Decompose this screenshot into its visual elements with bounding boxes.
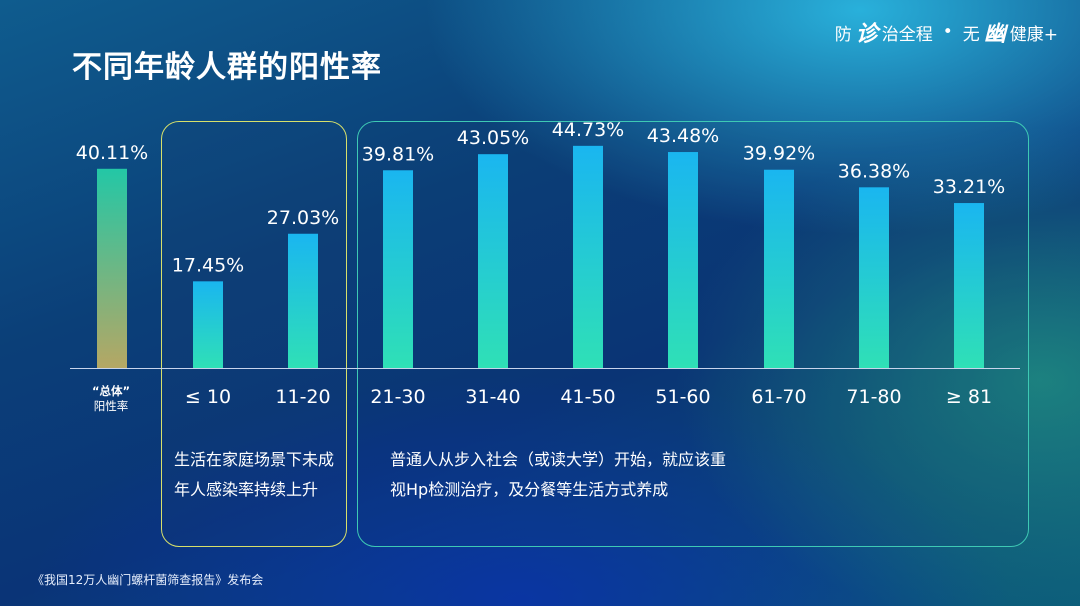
overall-label-line1: “总体” [91,384,131,398]
bar-9 [954,203,984,368]
data-label-3: 39.81% [362,143,434,165]
category-label-6: 51-60 [655,386,710,408]
category-label-4: 31-40 [465,386,520,408]
bar-7 [764,169,794,368]
data-label-5: 44.73% [552,119,624,141]
category-label-7: 61-70 [751,386,806,408]
page-title: 不同年龄人群的阳性率 [72,50,382,85]
brand-text-2: 治全程 [881,24,933,45]
data-label-8: 36.38% [838,160,910,182]
note-under-20: 生活在家庭场景下未成年人感染率持续上升 [174,450,335,499]
bar-4 [478,154,508,368]
data-label-1: 17.45% [172,254,244,276]
overall-label-line2: 阳性率 [93,399,129,413]
data-label-7: 39.92% [743,143,815,165]
overall-rate-axis-label: “总体” 阳性率 [76,384,146,414]
category-label-3: 21-30 [370,386,425,408]
brand-text-1: 防 [834,24,852,45]
bar-1 [193,281,223,368]
source-footnote: 《我国12万人幽门螺杆菌筛查报告》发布会 [32,573,264,587]
category-label-2: 11-20 [275,386,330,408]
data-label-9: 33.21% [933,176,1005,198]
data-label-0: 40.11% [76,142,148,164]
data-label-2: 27.03% [267,207,339,229]
category-label-5: 41-50 [560,386,615,408]
bar-3 [383,170,413,368]
brand-slogan: 防 诊 治全程 • 无 幽 健康+ [835,16,1058,48]
category-label-8: 71-80 [846,386,901,408]
data-label-4: 43.05% [457,127,529,149]
data-label-6: 43.48% [647,125,719,147]
brand-calligraphy-1: 诊 [855,21,878,47]
category-label-1: ≤ 10 [185,386,231,408]
brand-text-3: 无 [962,24,980,45]
bar-6 [668,152,698,368]
brand-calligraphy-2: 幽 [983,21,1006,47]
category-label-9: ≥ 81 [946,386,992,408]
bar-8 [859,187,889,368]
bar-5 [573,145,603,368]
bar-0 [97,168,127,368]
note-over-20: 普通人从步入社会（或读大学）开始，就应该重视Hp检测治疗，及分餐等生活方式养成 [390,450,727,499]
brand-text-4: 健康+ [1009,24,1058,45]
bar-2 [288,233,318,368]
brand-dot: • [942,22,953,42]
